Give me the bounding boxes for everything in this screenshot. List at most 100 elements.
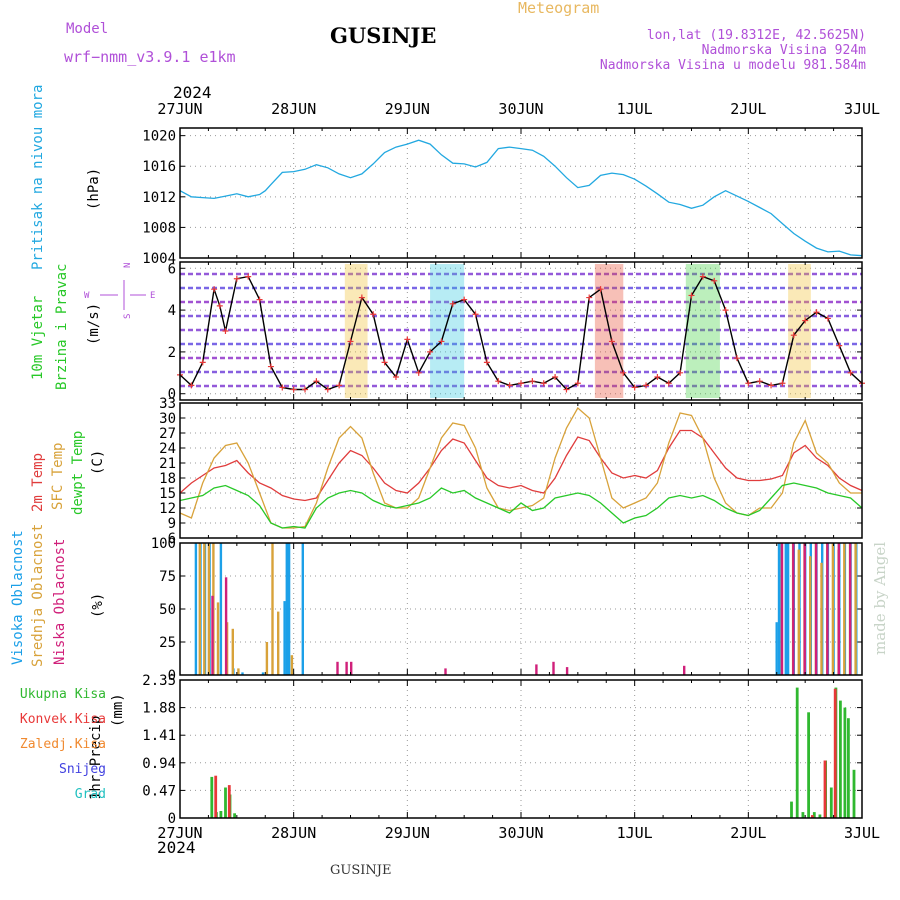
y-tick-label: 100 bbox=[151, 536, 176, 552]
y-tick-label: 6 bbox=[168, 261, 176, 277]
bar-clouds-1 bbox=[216, 602, 220, 675]
wind-point bbox=[245, 273, 252, 280]
bar-clouds-0 bbox=[786, 543, 790, 675]
y-tick-label: 1016 bbox=[142, 159, 176, 175]
bottom-date-tick: 27JUN bbox=[157, 824, 202, 842]
model-altitude-label: Nadmorska Visina u modelu 981.584m bbox=[600, 58, 866, 73]
bar-clouds-2 bbox=[826, 543, 829, 675]
credit-label: made by Angel bbox=[871, 542, 889, 655]
wind-point bbox=[802, 317, 809, 324]
wind-point bbox=[643, 382, 650, 389]
wind-point bbox=[813, 309, 820, 316]
bar-clouds-0 bbox=[261, 672, 265, 675]
y-tick-label: 1.41 bbox=[142, 728, 176, 744]
model-label: Model bbox=[66, 21, 108, 37]
wind-point bbox=[461, 296, 468, 303]
bar-clouds-2 bbox=[211, 595, 214, 675]
bar-clouds-1 bbox=[231, 628, 234, 675]
bar-clouds-0 bbox=[283, 601, 286, 675]
bar-clouds-0 bbox=[241, 672, 244, 675]
legend-frozen-rain: Zaledj.Kisa bbox=[20, 737, 106, 752]
bar-precip-1 bbox=[823, 760, 827, 818]
bar-precip-0 bbox=[847, 718, 850, 818]
y-tick-label: 1008 bbox=[142, 220, 176, 236]
bar-clouds-2 bbox=[535, 664, 538, 675]
bar-precip-0 bbox=[233, 813, 236, 818]
wind-point bbox=[302, 386, 309, 393]
compass-w: W bbox=[84, 291, 90, 301]
bar-clouds-2 bbox=[444, 668, 447, 675]
wind-ylabel2: Brzina i Pravac bbox=[54, 264, 70, 390]
panel-clouds: 0 25 50 75 100 bbox=[151, 536, 863, 684]
top-year-label: 2024 bbox=[173, 83, 212, 102]
wind-point bbox=[506, 382, 513, 389]
wind-point bbox=[518, 380, 524, 387]
bar-precip-0 bbox=[818, 814, 822, 818]
bottom-date-tick: 1JUL bbox=[617, 824, 653, 842]
bar-precip-0 bbox=[807, 712, 810, 818]
y-tick-label: 12 bbox=[159, 501, 176, 517]
wind-point bbox=[324, 386, 331, 393]
series-line-temperature-0 bbox=[179, 429, 863, 502]
wind-point bbox=[597, 286, 604, 293]
bottom-date-tick: 29JUN bbox=[385, 824, 430, 842]
y-tick-label: 2 bbox=[168, 345, 176, 361]
bar-clouds-2 bbox=[336, 661, 339, 675]
wind-point bbox=[415, 369, 422, 376]
wind-point bbox=[404, 336, 411, 343]
wind-point bbox=[824, 315, 831, 322]
wind-point bbox=[836, 342, 843, 349]
pressure-unit: (hPa) bbox=[86, 168, 102, 210]
legend-hail: Grad bbox=[75, 787, 106, 802]
bar-precip-1 bbox=[811, 815, 814, 818]
bar-clouds-2 bbox=[683, 665, 686, 675]
compass-e: E bbox=[150, 291, 155, 301]
top-date-tick: 3JUL bbox=[844, 100, 880, 118]
y-tick-label: 0 bbox=[168, 668, 176, 684]
wind-point bbox=[336, 382, 343, 389]
bar-clouds-1 bbox=[203, 543, 206, 675]
wind-point bbox=[381, 359, 388, 366]
bar-clouds-2 bbox=[224, 577, 228, 675]
cloud-ylabel3: Niska Oblacnost bbox=[52, 539, 68, 665]
bar-clouds-2 bbox=[814, 543, 818, 675]
wind-point bbox=[370, 311, 377, 318]
y-tick-label: 24 bbox=[159, 441, 176, 457]
bar-clouds-2 bbox=[837, 543, 840, 675]
bar-clouds-2 bbox=[780, 543, 784, 675]
meteogram-label: Meteogram bbox=[518, 0, 599, 17]
wind-point bbox=[711, 277, 718, 284]
y-tick-label: 0.94 bbox=[142, 756, 176, 772]
bar-precip-0 bbox=[839, 700, 842, 818]
y-tick-label: 75 bbox=[159, 569, 176, 585]
bar-clouds-1 bbox=[820, 562, 823, 675]
wind-point bbox=[290, 386, 297, 393]
wind-point bbox=[540, 380, 547, 387]
wind-unit: (m/s) bbox=[86, 303, 102, 345]
wind-point bbox=[472, 311, 479, 318]
bar-clouds-1 bbox=[207, 543, 211, 675]
bar-clouds-0 bbox=[287, 543, 291, 675]
altitude-label: Nadmorska Visina 924m bbox=[702, 43, 867, 58]
wind-arrow-cluster bbox=[344, 264, 368, 398]
temp-ylabel3: dewpt Temp bbox=[70, 431, 86, 515]
bar-precip-1 bbox=[214, 775, 218, 818]
bar-precip-0 bbox=[790, 801, 793, 818]
bar-clouds-1 bbox=[290, 655, 294, 675]
bar-precip-0 bbox=[224, 787, 227, 818]
wind-point bbox=[188, 382, 195, 389]
y-tick-label: 33 bbox=[159, 396, 176, 412]
y-tick-label: 0 bbox=[168, 387, 176, 403]
wind-point bbox=[699, 273, 706, 280]
bar-clouds-0 bbox=[219, 543, 223, 675]
bottom-date-tick: 3JUL bbox=[844, 824, 880, 842]
bottom-date-tick: 2JUL bbox=[730, 824, 766, 842]
wind-point bbox=[608, 338, 615, 345]
panel-pressure: 1004 1008 1012 1016 1020 bbox=[142, 127, 863, 267]
bar-clouds-1 bbox=[277, 611, 280, 675]
precip-legend: Ukupna Kisa Konvek.Kisa Zaledj.Kisa Snij… bbox=[20, 687, 106, 802]
bar-clouds-1 bbox=[843, 543, 846, 675]
cloud-ylabel2: Srednja Oblacnost bbox=[30, 524, 46, 667]
bar-precip-0 bbox=[801, 812, 805, 818]
wind-compass: W E N S bbox=[84, 263, 155, 319]
